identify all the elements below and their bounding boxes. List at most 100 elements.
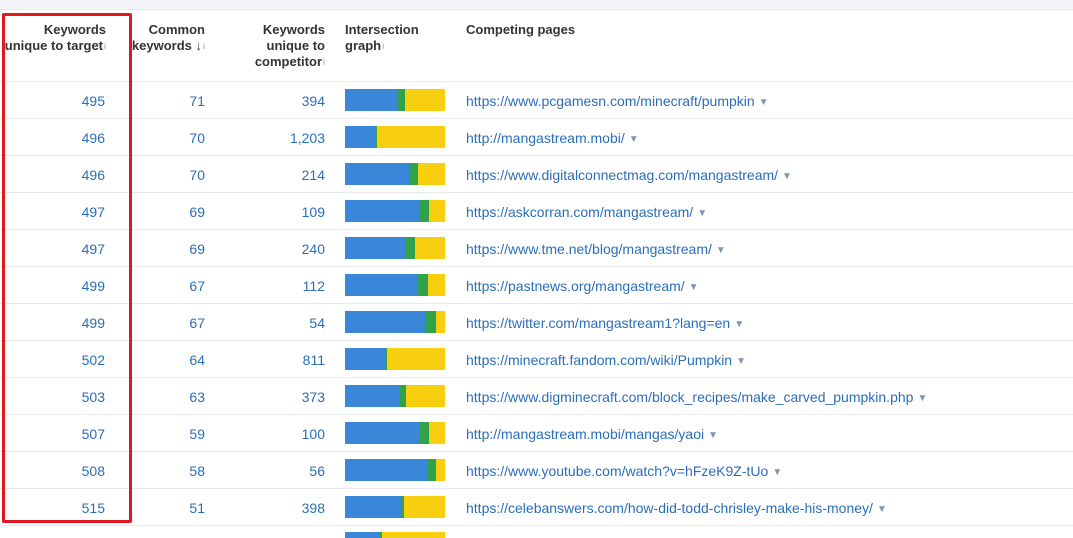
header-line: keywords: [131, 38, 192, 53]
competing-page-url[interactable]: https://www.youtube.com/watch?v=hFzeK9Z-…: [466, 463, 769, 479]
bar-segment-unique-competitor: [387, 348, 445, 370]
keywords-unique-to-competitor-value[interactable]: 398: [301, 500, 325, 516]
bar-segment-unique-target: [345, 311, 425, 333]
competing-page-url[interactable]: https://www.tme.net/blog/mangastream/: [466, 241, 712, 257]
table-row: 499 67 112 https://pastnews.org/mangastream…: [0, 267, 1073, 304]
keywords-unique-to-competitor-value[interactable]: 373: [301, 389, 325, 405]
competing-page-url[interactable]: https://www.digitalconnectmag.com/mangas…: [466, 167, 779, 183]
common-keywords-value[interactable]: 59: [189, 426, 205, 442]
keywords-unique-to-competitor-value[interactable]: 112: [302, 278, 325, 294]
caret-down-icon[interactable]: ▼: [688, 282, 699, 293]
competing-page-link[interactable]: https://www.tme.net/blog/mangastream/▼: [466, 241, 726, 259]
keywords-unique-to-competitor-value[interactable]: 1,203: [289, 130, 325, 146]
intersection-bar: [345, 237, 445, 259]
caret-down-icon[interactable]: ▼: [708, 430, 719, 441]
info-icon[interactable]: i: [203, 41, 205, 51]
keywords-unique-to-target-value[interactable]: 503: [81, 389, 105, 405]
keywords-unique-to-competitor-value[interactable]: 240: [301, 241, 325, 257]
caret-down-icon[interactable]: ▼: [734, 319, 745, 330]
header-common-keywords[interactable]: Common keywords ↓i: [130, 22, 205, 54]
caret-down-icon[interactable]: ▼: [697, 208, 708, 219]
header-keywords-unique-to-competitor[interactable]: Keywords unique to competitori: [230, 22, 325, 70]
keywords-unique-to-target-value[interactable]: 497: [81, 241, 105, 257]
caret-down-icon[interactable]: ▼: [758, 97, 769, 108]
keywords-unique-to-competitor-value[interactable]: 54: [309, 315, 325, 331]
header-line: Keywords: [43, 22, 106, 37]
keywords-unique-to-target-value[interactable]: 496: [81, 130, 105, 146]
common-keywords-value[interactable]: 58: [189, 463, 205, 479]
competing-page-link[interactable]: https://www.pcgamesn.com/minecraft/pumpk…: [466, 93, 769, 111]
keywords-unique-to-target-value[interactable]: 502: [81, 352, 105, 368]
competing-page-url[interactable]: http://mangastream.mobi/mangas/yaoi: [466, 426, 705, 442]
competing-page-link[interactable]: https://minecraft.fandom.com/wiki/Pumpki…: [466, 352, 746, 370]
caret-down-icon[interactable]: ▼: [772, 467, 783, 478]
common-keywords-value[interactable]: 70: [189, 167, 205, 183]
competing-page-url[interactable]: https://www.pcgamesn.com/minecraft/pumpk…: [466, 93, 755, 109]
row-divider: [0, 155, 1073, 156]
sort-down-icon[interactable]: ↓: [195, 38, 203, 53]
common-keywords-value[interactable]: 71: [189, 93, 205, 109]
table-row: 496 70 214 https://www.digitalconnectmag.co…: [0, 156, 1073, 193]
keywords-unique-to-competitor-value[interactable]: 56: [309, 463, 325, 479]
keywords-unique-to-competitor-value[interactable]: 109: [301, 204, 325, 220]
competing-page-url[interactable]: https://pastnews.org/mangastream/: [466, 278, 685, 294]
keywords-unique-to-target-value[interactable]: 499: [81, 278, 105, 294]
table-row: 499 67 54 https://twitter.com/mangastream1?…: [0, 304, 1073, 341]
intersection-bar: [345, 348, 445, 370]
bar-segment-unique-target: [345, 89, 397, 111]
competing-page-link[interactable]: https://pastnews.org/mangastream/▼: [466, 278, 699, 296]
info-icon[interactable]: i: [104, 41, 106, 51]
competing-page-url[interactable]: https://twitter.com/mangastream1?lang=en: [466, 315, 731, 331]
competing-page-link[interactable]: https://www.digminecraft.com/block_recip…: [466, 389, 927, 407]
competing-page-link[interactable]: https://twitter.com/mangastream1?lang=en…: [466, 315, 744, 333]
keywords-unique-to-competitor-value[interactable]: 214: [301, 167, 325, 183]
keywords-unique-to-target-value[interactable]: 508: [81, 463, 105, 479]
competing-page-link[interactable]: http://mangastream.mobi/▼: [466, 130, 639, 148]
common-keywords-value[interactable]: 63: [189, 389, 205, 405]
keywords-unique-to-competitor-value[interactable]: 100: [301, 426, 325, 442]
caret-down-icon[interactable]: ▼: [736, 356, 747, 367]
keywords-unique-to-competitor-value[interactable]: 811: [302, 352, 325, 368]
competing-page-url[interactable]: https://www.digminecraft.com/block_recip…: [466, 389, 914, 405]
header-keywords-unique-to-target[interactable]: Keywords unique to targeti: [0, 22, 106, 54]
row-divider: [0, 451, 1073, 452]
competing-page-url[interactable]: https://askcorran.com/mangastream/: [466, 204, 694, 220]
common-keywords-value[interactable]: 67: [189, 278, 205, 294]
competing-page-link[interactable]: https://www.digitalconnectmag.com/mangas…: [466, 167, 792, 185]
bar-segment-unique-target: [345, 459, 427, 481]
keywords-unique-to-target-value[interactable]: 507: [81, 426, 105, 442]
caret-down-icon[interactable]: ▼: [782, 171, 792, 182]
keywords-unique-to-target-value[interactable]: 515: [81, 500, 105, 516]
keywords-unique-to-target-value[interactable]: 499: [81, 315, 105, 331]
common-keywords-value[interactable]: 69: [189, 204, 205, 220]
competing-page-url[interactable]: https://celebanswers.com/how-did-todd-ch…: [466, 500, 873, 516]
common-keywords-value[interactable]: 69: [189, 241, 205, 257]
caret-down-icon[interactable]: ▼: [628, 134, 639, 145]
keywords-unique-to-target-value[interactable]: 497: [81, 204, 105, 220]
competing-page-link[interactable]: https://www.youtube.com/watch?v=hFzeK9Z-…: [466, 463, 782, 481]
caret-down-icon[interactable]: ▼: [917, 393, 928, 404]
bar-segment-unique-competitor: [429, 200, 445, 222]
competing-page-url[interactable]: http://mangastream.mobi/: [466, 130, 625, 146]
info-icon[interactable]: i: [382, 41, 385, 51]
info-icon[interactable]: i: [323, 57, 325, 67]
header-intersection-graph: Intersection graphi: [345, 22, 445, 54]
common-keywords-value[interactable]: 64: [189, 352, 205, 368]
caret-down-icon[interactable]: ▼: [715, 245, 726, 256]
competing-page-url[interactable]: https://minecraft.fandom.com/wiki/Pumpki…: [466, 352, 733, 368]
competing-page-link[interactable]: https://celebanswers.com/how-did-todd-ch…: [466, 500, 887, 518]
competing-page-link[interactable]: https://askcorran.com/mangastream/▼: [466, 204, 707, 222]
keywords-unique-to-target-value[interactable]: 495: [81, 93, 105, 109]
row-divider: [0, 377, 1073, 378]
competing-page-link[interactable]: http://mangastream.mobi/mangas/yaoi ▼: [466, 426, 718, 444]
keywords-unique-to-competitor-value[interactable]: 394: [301, 93, 325, 109]
caret-down-icon[interactable]: ▼: [876, 504, 887, 515]
intersection-bar: [345, 422, 445, 444]
common-keywords-value[interactable]: 67: [189, 315, 205, 331]
bar-segment-unique-target: [345, 422, 420, 444]
common-keywords-value[interactable]: 70: [189, 130, 205, 146]
keywords-unique-to-target-value[interactable]: 496: [81, 167, 105, 183]
row-divider: [0, 81, 1073, 82]
bar-segment-common: [418, 274, 428, 296]
common-keywords-value[interactable]: 51: [189, 500, 205, 516]
